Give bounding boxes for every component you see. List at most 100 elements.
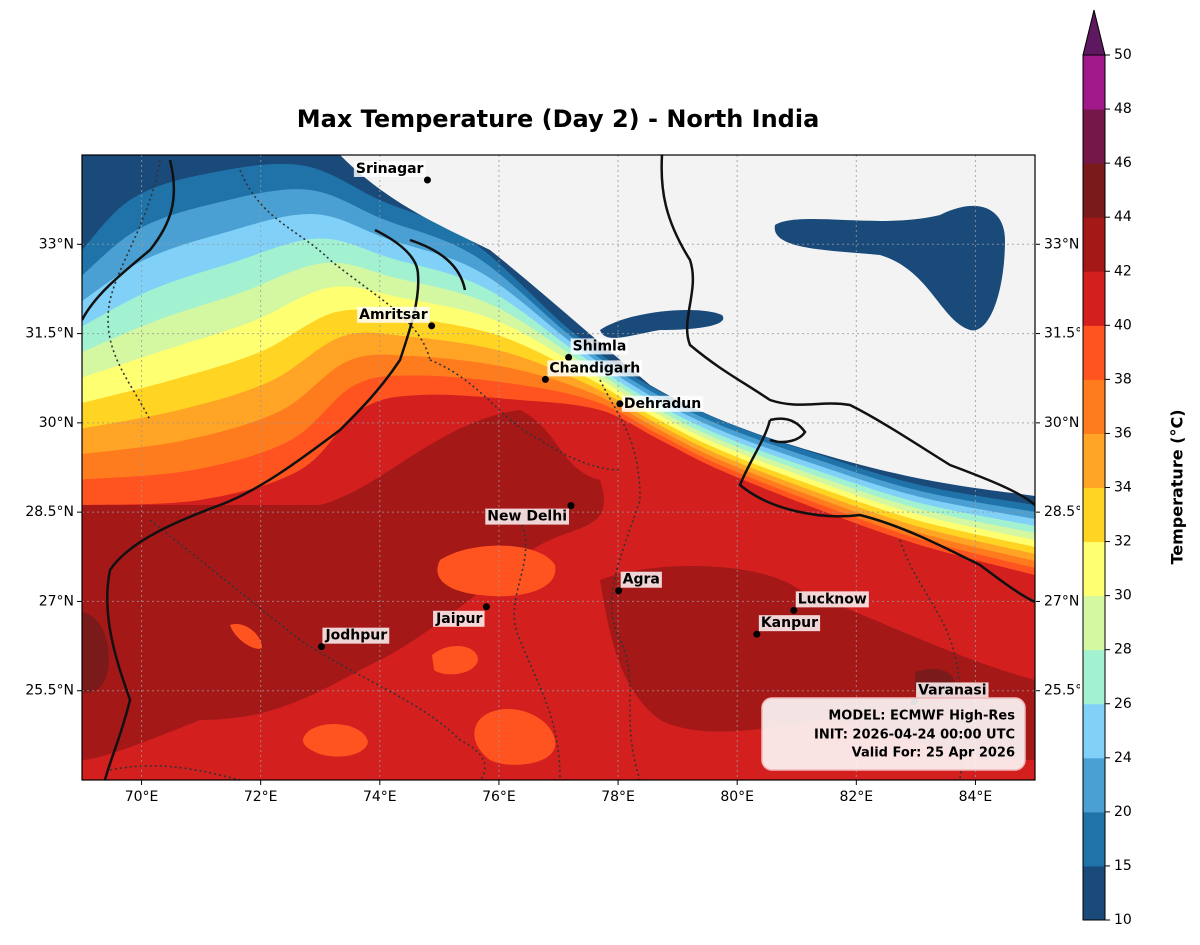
info-line: Valid For: 25 Apr 2026 bbox=[852, 746, 1015, 761]
y-tick-label-right: 33°N bbox=[1044, 236, 1079, 252]
y-tick-label-right: 31.5°N bbox=[1044, 326, 1093, 342]
x-tick-label: 78°E bbox=[601, 789, 635, 805]
city-label-bg bbox=[621, 395, 704, 412]
city-label: Srinagar bbox=[356, 161, 424, 177]
colorbar-swatch bbox=[1083, 595, 1105, 651]
colorbar-tick-label: 40 bbox=[1114, 317, 1132, 333]
colorbar-swatch bbox=[1083, 811, 1105, 867]
state-borders bbox=[107, 159, 966, 780]
city-marker bbox=[567, 502, 575, 510]
city-label-bg bbox=[547, 360, 643, 377]
city-label: Lucknow bbox=[798, 591, 867, 607]
city-label-bg bbox=[795, 591, 869, 608]
colorbar-swatch bbox=[1083, 703, 1105, 759]
map-frame bbox=[81, 154, 1036, 781]
state-border bbox=[513, 519, 561, 780]
map-title: Max Temperature (Day 2) - North India bbox=[297, 105, 820, 133]
colorbar-tick-label: 50 bbox=[1114, 47, 1132, 63]
colorbar-tick-label: 48 bbox=[1114, 101, 1132, 117]
city-label-bg bbox=[357, 306, 430, 323]
temperature-field: Srinagar Amritsar Shimla Chandigarh Dehradun… bbox=[82, 155, 1035, 780]
x-tick-label: 72°E bbox=[244, 789, 278, 805]
info-box bbox=[761, 697, 1026, 771]
colorbar-tick-label: 34 bbox=[1114, 480, 1132, 496]
field-warm-patch bbox=[474, 709, 556, 765]
colorbar-swatch bbox=[1083, 649, 1105, 705]
country-border bbox=[660, 155, 1035, 506]
x-tick-label: 80°E bbox=[720, 789, 754, 805]
colorbar-tick-label: 36 bbox=[1114, 425, 1132, 441]
country-border bbox=[738, 419, 1035, 604]
colorbar-swatch bbox=[1083, 865, 1105, 921]
city-marker bbox=[753, 630, 761, 638]
city-label: Kanpur bbox=[761, 615, 818, 631]
x-tick-label: 82°E bbox=[839, 789, 873, 805]
y-tick-label-right: 27°N bbox=[1044, 593, 1079, 609]
city-label: Jaipur bbox=[435, 611, 482, 627]
y-tick-label: 33°N bbox=[39, 236, 74, 252]
field-warm-patch bbox=[437, 545, 556, 597]
country-borders bbox=[82, 155, 1035, 780]
colorbar-tick-label: 15 bbox=[1114, 858, 1132, 874]
field-warm-patch bbox=[303, 723, 368, 757]
state-border bbox=[599, 379, 641, 780]
x-tick-label: 70°E bbox=[125, 789, 159, 805]
colorbar-swatch bbox=[1083, 163, 1105, 218]
colorbar-tick-label: 44 bbox=[1114, 209, 1132, 225]
y-tick-label-right: 30°N bbox=[1044, 415, 1079, 431]
city-label: New Delhi bbox=[487, 509, 567, 525]
country-border bbox=[409, 238, 467, 291]
state-border bbox=[109, 765, 241, 780]
colorbar-swatch bbox=[1083, 109, 1105, 164]
city-marker bbox=[541, 375, 549, 383]
x-tick-label: 76°E bbox=[482, 789, 516, 805]
y-tick-label: 27°N bbox=[39, 593, 74, 609]
city-label-bg bbox=[916, 682, 989, 699]
city-marker bbox=[423, 176, 431, 184]
colorbar-swatch bbox=[1083, 379, 1105, 434]
colorbar-tick-label: 32 bbox=[1114, 534, 1132, 550]
x-tick-label: 84°E bbox=[959, 789, 993, 805]
colorbar-label: Temperature (°C) bbox=[1168, 409, 1187, 564]
colorbar-swatch bbox=[1083, 271, 1105, 326]
city-label-bg bbox=[758, 615, 821, 632]
city-marker bbox=[482, 603, 490, 611]
axes: 70°E 72°E 74°E 76°E 78°E 80°E 82°E 84°E 25.5°N 27… bbox=[25, 236, 992, 805]
state-border bbox=[107, 159, 161, 421]
city-label-bg bbox=[485, 508, 570, 525]
colorbar-tick-label: 46 bbox=[1114, 155, 1132, 171]
city-marker bbox=[790, 606, 798, 614]
city-label-bg bbox=[620, 571, 662, 588]
cold-region bbox=[600, 310, 724, 338]
field-warm-patch bbox=[230, 624, 262, 649]
colorbar-swatch bbox=[1083, 757, 1105, 813]
city-marker bbox=[616, 400, 624, 408]
colorbar-tick-label: 38 bbox=[1114, 371, 1132, 387]
colorbar-swatch bbox=[1083, 217, 1105, 272]
city-label: Chandigarh bbox=[549, 360, 640, 376]
cities: Srinagar Amritsar Shimla Chandigarh Dehradun… bbox=[317, 161, 989, 705]
y-tick-label: 31.5°N bbox=[25, 326, 74, 342]
city-label-bg bbox=[570, 338, 629, 355]
country-border bbox=[769, 417, 807, 444]
info-line: MODEL: ECMWF High-Res bbox=[828, 709, 1015, 724]
colorbar-extend bbox=[1082, 9, 1106, 56]
field-hot-region bbox=[82, 410, 604, 760]
info-line: INIT: 2026-04-24 00:00 UTC bbox=[814, 728, 1015, 743]
colorbar-tick-label: 10 bbox=[1114, 912, 1132, 928]
y-tick-label-right: 25.5°N bbox=[1044, 683, 1093, 699]
city-label-bg bbox=[353, 161, 426, 177]
country-border bbox=[82, 159, 176, 321]
city-label-bg bbox=[433, 610, 485, 627]
field-warm-patch bbox=[432, 645, 478, 675]
state-border bbox=[429, 359, 621, 471]
colorbar: 10 15 20 24 26 28 30 32 34 36 38 40 42 44 46 48 50 bbox=[1082, 9, 1132, 928]
country-border bbox=[103, 228, 420, 780]
city-label: Amritsar bbox=[359, 307, 428, 323]
y-tick-label: 30°N bbox=[39, 415, 74, 431]
colorbar-swatch bbox=[1083, 433, 1105, 488]
city-label: Dehradun bbox=[624, 396, 701, 412]
city-label: Jodhpur bbox=[324, 628, 387, 644]
